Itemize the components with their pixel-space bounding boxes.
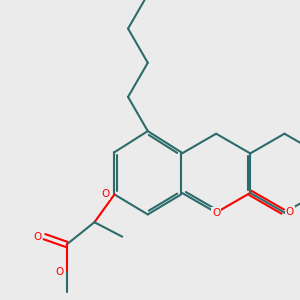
Text: O: O <box>212 208 220 218</box>
Text: O: O <box>33 232 41 242</box>
Text: O: O <box>286 207 294 217</box>
Text: O: O <box>56 267 64 277</box>
Text: O: O <box>102 189 110 200</box>
